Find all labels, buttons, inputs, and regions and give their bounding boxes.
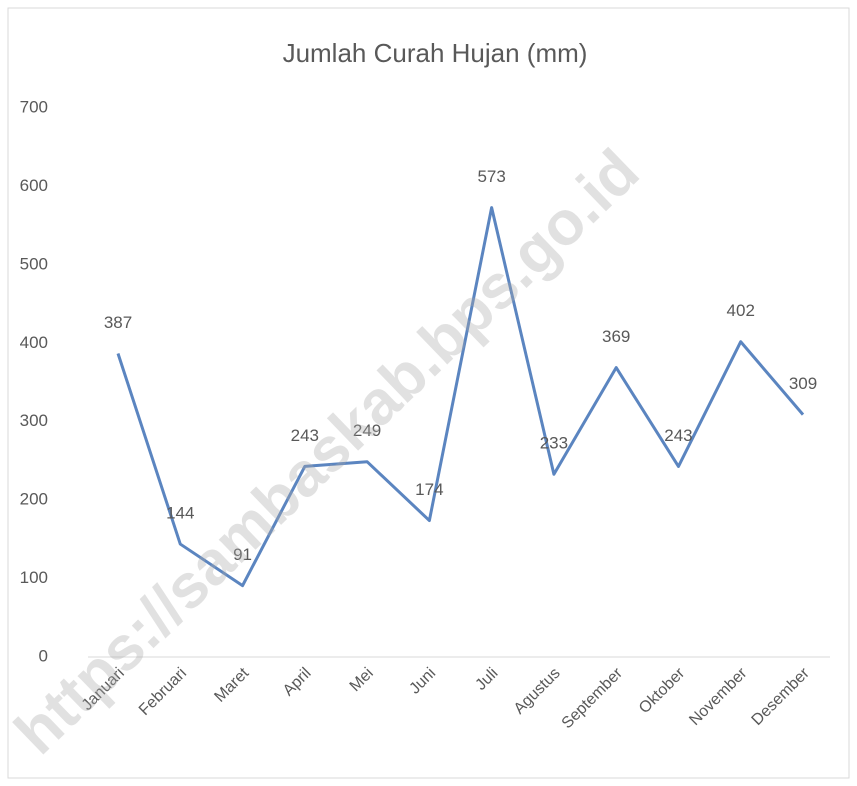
data-line [116, 206, 805, 588]
y-tick-label: 400 [20, 333, 48, 352]
data-label: 402 [727, 301, 755, 320]
y-tick-label: 500 [20, 254, 48, 273]
y-tick-label: 0 [39, 646, 48, 665]
data-label: 243 [291, 426, 319, 445]
y-tick-label: 600 [20, 176, 48, 195]
data-label: 233 [540, 434, 568, 453]
data-label: 573 [477, 167, 505, 186]
data-label: 369 [602, 327, 630, 346]
data-label: 309 [789, 374, 817, 393]
chart-border [7, 7, 850, 779]
y-tick-label: 300 [20, 411, 48, 430]
data-label: 249 [353, 421, 381, 440]
data-label: 91 [233, 545, 252, 564]
chart-title: Jumlah Curah Hujan (mm) [283, 38, 588, 68]
y-tick-label: 700 [20, 97, 48, 116]
y-tick-label: 100 [20, 568, 48, 587]
data-label: 387 [104, 313, 132, 332]
y-tick-label: 200 [20, 490, 48, 509]
data-label: 243 [664, 426, 692, 445]
data-label: 174 [415, 480, 443, 499]
data-label: 144 [166, 504, 194, 523]
